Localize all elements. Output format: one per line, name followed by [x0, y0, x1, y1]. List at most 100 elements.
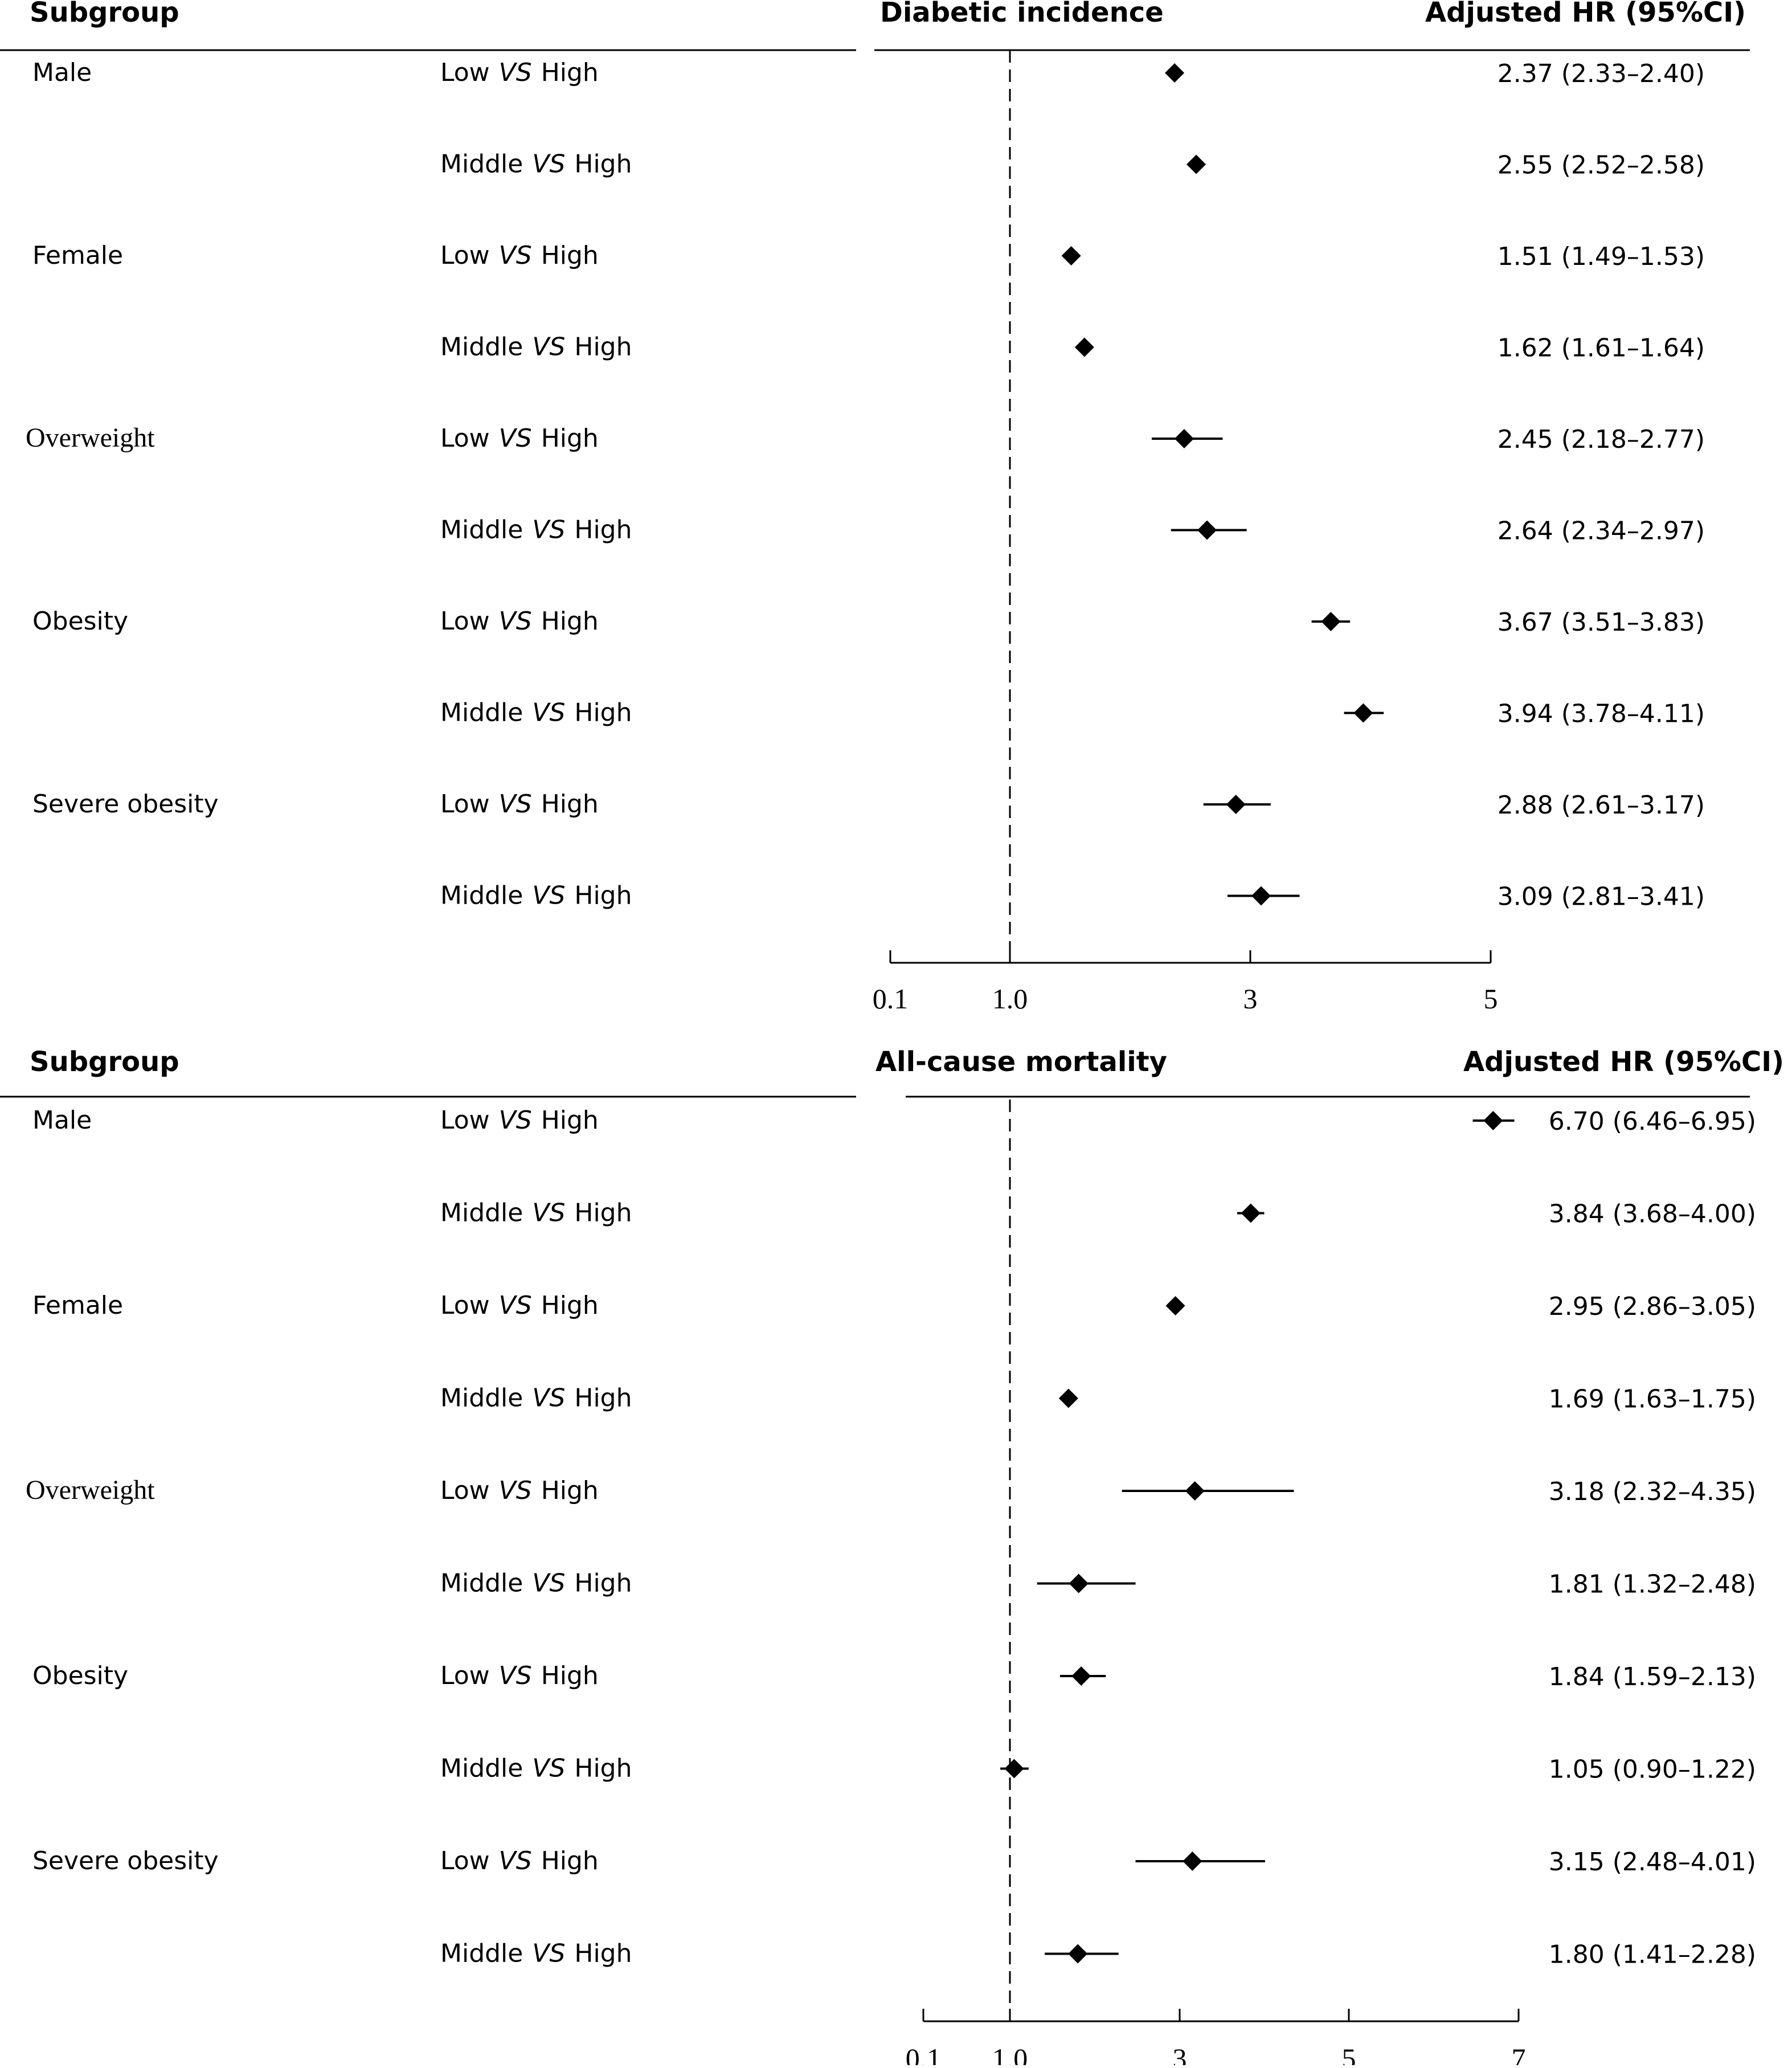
reference-level: High	[574, 516, 632, 545]
comparison-label: Middle VS High	[440, 150, 632, 179]
comparison-label: Low VS High	[440, 1476, 599, 1505]
vs-label: VS	[532, 881, 565, 910]
vs-label: VS	[532, 1754, 565, 1783]
reference-level: High	[574, 1754, 632, 1783]
vs-label: VS	[499, 1476, 532, 1505]
comparison-level: Low	[440, 1846, 490, 1875]
comparison-label: Low VS High	[440, 241, 599, 270]
vs-label: VS	[499, 1106, 532, 1135]
hr-point-diamond	[1187, 154, 1206, 174]
subgroup-header: Subgroup	[30, 1046, 179, 1078]
hr-column-header: Adjusted HR (95%CI)	[1463, 1046, 1784, 1078]
vs-label: VS	[499, 58, 532, 87]
vs-label: VS	[499, 790, 532, 819]
x-tick-label: 1.0	[992, 983, 1028, 1015]
subgroup-label: Male	[32, 58, 92, 87]
hr-point-diamond	[1071, 1666, 1091, 1686]
hr-point-diamond	[1185, 1481, 1205, 1501]
reference-level: High	[541, 241, 599, 270]
reference-level: High	[574, 881, 632, 910]
hr-point-diamond	[1226, 795, 1246, 814]
hr-value-label: 1.62 (1.61–1.64)	[1498, 334, 1705, 363]
comparison-label: Middle VS High	[440, 1569, 632, 1598]
x-tick-label: 5	[1484, 983, 1498, 1015]
reference-level: High	[541, 58, 599, 87]
comparison-label: Low VS High	[440, 1291, 599, 1320]
reference-level: High	[541, 1106, 599, 1135]
comparison-label: Middle VS High	[440, 1754, 632, 1783]
reference-level: High	[541, 1846, 599, 1875]
comparison-label: Middle VS High	[440, 1199, 632, 1228]
comparison-level: Middle	[440, 1384, 523, 1413]
hr-point-diamond	[1241, 1203, 1261, 1223]
vs-label: VS	[532, 1384, 565, 1413]
subgroup-label: Severe obesity	[32, 790, 219, 819]
hr-column-header: Adjusted HR (95%CI)	[1425, 0, 1746, 28]
x-tick-label: 3	[1173, 2042, 1187, 2065]
comparison-label: Low VS High	[440, 58, 599, 87]
hr-point-diamond	[1251, 886, 1271, 906]
x-tick-label: 0.1	[873, 983, 909, 1015]
reference-level: High	[574, 1569, 632, 1598]
x-tick-label: 5	[1342, 2042, 1356, 2065]
reference-level: High	[541, 790, 599, 819]
x-tick-label: 1.0	[992, 2042, 1028, 2065]
subgroup-label: Overweight	[26, 1475, 155, 1505]
hr-value-label: 1.80 (1.41–2.28)	[1549, 1940, 1756, 1969]
hr-point-diamond	[1165, 63, 1185, 83]
comparison-level: Middle	[440, 698, 523, 728]
comparison-label: Low VS High	[440, 1846, 599, 1875]
comparison-level: Low	[440, 1291, 490, 1320]
comparison-label: Low VS High	[440, 1661, 599, 1690]
hr-value-label: 3.84 (3.68–4.00)	[1549, 1200, 1756, 1229]
hr-point-diamond	[1069, 1574, 1089, 1593]
reference-level: High	[574, 698, 632, 728]
subgroup-label: Female	[32, 241, 123, 270]
comparison-level: Low	[440, 1476, 490, 1505]
comparison-label: Middle VS High	[440, 698, 632, 728]
reference-level: High	[541, 607, 599, 636]
comparison-level: Middle	[440, 333, 523, 362]
comparison-level: Middle	[440, 150, 523, 179]
hr-point-diamond	[1321, 612, 1341, 631]
reference-level: High	[574, 1384, 632, 1413]
comparison-level: Middle	[440, 1199, 523, 1228]
comparison-level: Low	[440, 607, 490, 636]
hr-point-diamond	[1165, 1296, 1185, 1315]
comparison-level: Low	[440, 241, 490, 270]
hr-value-label: 2.37 (2.33–2.40)	[1498, 59, 1705, 88]
hr-point-diamond	[1183, 1852, 1202, 1871]
x-tick-label: 7	[1512, 2042, 1526, 2065]
hr-value-label: 1.81 (1.32–2.48)	[1549, 1570, 1756, 1599]
vs-label: VS	[499, 607, 532, 636]
comparison-label: Middle VS High	[440, 1939, 632, 1968]
subgroup-label: Obesity	[32, 1661, 128, 1690]
comparison-label: Middle VS High	[440, 881, 632, 910]
comparison-level: Low	[440, 790, 490, 819]
reference-level: High	[574, 333, 632, 362]
hr-value-label: 3.09 (2.81–3.41)	[1498, 882, 1705, 912]
reference-level: High	[541, 1291, 599, 1320]
hr-point-diamond	[1483, 1111, 1503, 1130]
hr-value-label: 3.15 (2.48–4.01)	[1549, 1848, 1756, 1877]
hr-point-diamond	[1074, 337, 1094, 357]
comparison-level: Low	[440, 1661, 490, 1690]
subgroup-label: Male	[32, 1106, 92, 1135]
comparison-level: Low	[440, 424, 490, 453]
comparison-label: Low VS High	[440, 790, 599, 819]
subgroup-label: Overweight	[26, 423, 155, 453]
vs-label: VS	[532, 150, 565, 179]
hr-value-label: 6.70 (6.46–6.95)	[1549, 1107, 1756, 1136]
hr-value-label: 3.67 (3.51–3.83)	[1498, 608, 1705, 637]
reference-level: High	[574, 1199, 632, 1228]
x-tick-label: 0.1	[906, 2042, 942, 2065]
comparison-level: Middle	[440, 1569, 523, 1598]
reference-level: High	[574, 1939, 632, 1968]
hr-point-diamond	[1061, 246, 1081, 265]
comparison-level: Low	[440, 1106, 490, 1135]
subgroup-label: Severe obesity	[32, 1846, 219, 1875]
reference-level: High	[541, 424, 599, 453]
vs-label: VS	[532, 516, 565, 545]
